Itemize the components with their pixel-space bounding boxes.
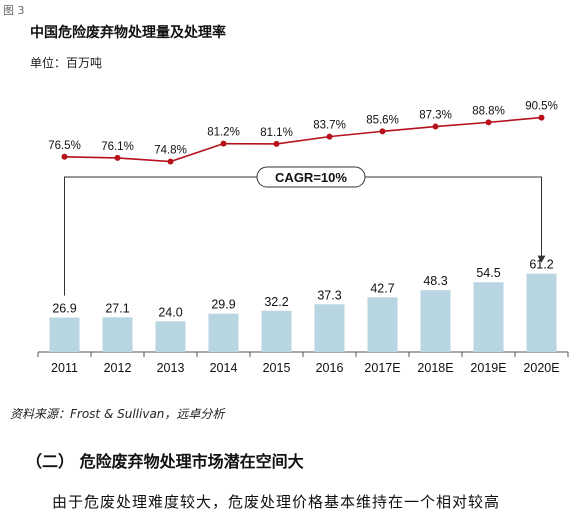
cagr-arrowhead (537, 255, 546, 263)
bar-2013 (155, 321, 186, 352)
rate-label-2020E: 90.5% (525, 101, 558, 113)
bar-label-2012: 27.1 (105, 301, 129, 315)
bar-label-2011: 26.9 (52, 302, 76, 316)
body-paragraph: 由于危废处理难度较大，危废处理价格基本维持在一个相对较高 (52, 493, 501, 511)
source-note: 资料来源：Frost & Sullivan，远卓分析 (10, 407, 225, 421)
category-label-2018E: 2018E (417, 361, 453, 375)
bar-label-2015: 32.2 (264, 295, 288, 309)
bar-2012 (102, 317, 133, 352)
rate-point-2015 (273, 140, 280, 147)
bar-2018E (420, 290, 451, 352)
rate-label-2015: 81.1% (260, 127, 293, 139)
rate-point-2016 (326, 133, 333, 140)
figure-label: 图 3 (3, 4, 25, 17)
unit-label: 单位：百万吨 (30, 56, 103, 70)
bar-label-2013: 24.0 (158, 305, 182, 319)
bar-2019E (473, 282, 504, 352)
bar-label-2017E: 42.7 (370, 281, 394, 295)
rate-label-2018E: 87.3% (419, 110, 452, 122)
bar-2014 (208, 313, 239, 352)
category-label-2019E: 2019E (470, 361, 506, 375)
section-heading: （二） 危险废弃物处理市场潜在空间大 (26, 452, 304, 471)
rate-point-2020E (538, 114, 545, 121)
category-label-2017E: 2017E (364, 361, 400, 375)
rate-label-2013: 74.8% (154, 145, 187, 157)
bar-2011 (49, 317, 80, 352)
category-label-2020E: 2020E (523, 361, 559, 375)
category-label-2013: 2013 (157, 361, 185, 375)
rate-point-2013 (167, 158, 174, 165)
rate-point-2014 (220, 140, 227, 147)
rate-point-2019E (485, 119, 492, 126)
bar-label-2014: 29.9 (211, 298, 235, 312)
bar-label-2020E: 61.2 (529, 258, 553, 272)
category-label-2016: 2016 (316, 361, 344, 375)
cagr-bracket (64, 176, 542, 296)
chart: 26.9 2011 27.1 2012 24.0 2013 29.9 2014 32.2 2015… (37, 101, 569, 375)
bar-label-2018E: 48.3 (423, 274, 447, 288)
chart-title: 中国危险废弃物处理量及处理率 (30, 25, 226, 41)
cagr-pill (256, 166, 366, 188)
bar-2020E (526, 273, 557, 352)
rate-label-2012: 76.1% (101, 141, 134, 153)
rate-point-2017E (379, 128, 386, 135)
bar-label-2016: 37.3 (317, 288, 341, 302)
category-label-2012: 2012 (104, 361, 132, 375)
rate-point-2012 (114, 154, 121, 161)
rate-point-2018E (432, 123, 439, 130)
rate-point-2011 (61, 153, 68, 160)
rate-line (64, 116, 542, 163)
category-label-2011: 2011 (51, 361, 78, 375)
rate-label-2016: 83.7% (313, 120, 346, 132)
bar-2016 (314, 304, 345, 352)
cagr-label: CAGR=10% (275, 170, 347, 185)
rate-label-2014: 81.2% (207, 127, 240, 139)
rate-label-2019E: 88.8% (472, 105, 505, 117)
category-label-2015: 2015 (263, 361, 291, 375)
bar-2015 (261, 310, 292, 352)
rate-label-2017E: 85.6% (366, 114, 399, 126)
category-label-2014: 2014 (210, 361, 238, 375)
bar-2017E (367, 297, 398, 352)
bar-label-2019E: 54.5 (476, 266, 500, 280)
rate-label-2011: 76.5% (48, 140, 81, 152)
